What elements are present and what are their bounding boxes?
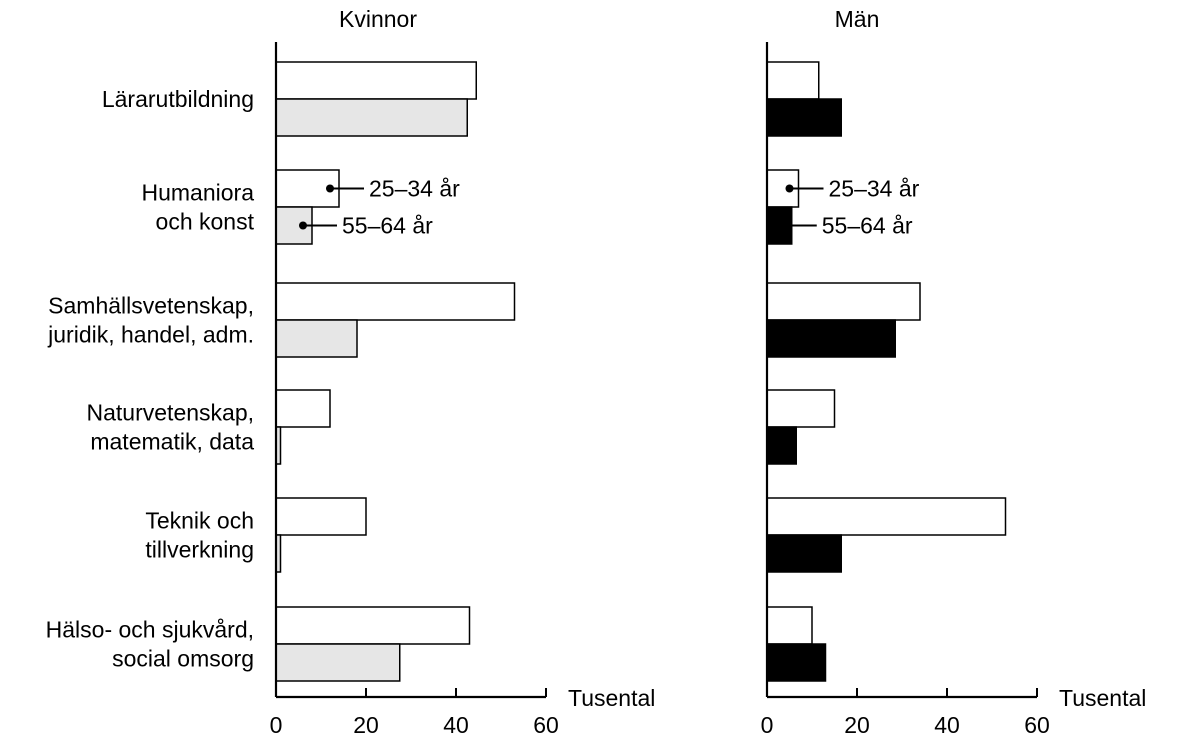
panel-2-bar-s2-c6 [766, 643, 827, 682]
panel-2-annotation-label-s1: 25–34 år [829, 176, 920, 202]
panel-2-bar-s2-c3 [766, 319, 896, 358]
panel-2-bar-s1-c6 [766, 606, 813, 645]
category-label-5-line-2: tillverkning [145, 537, 254, 563]
panel-1-x-unit-label: Tusental [568, 685, 655, 711]
category-label-6-line-1: Hälso- och sjukvård, [46, 617, 254, 643]
category-label-5-line-1: Teknik och [145, 508, 254, 534]
category-label-4-line-1: Naturvetenskap, [87, 400, 254, 426]
panel-2-bar-s2-c5 [766, 534, 842, 573]
panel-2-x-tick-label-2: 40 [934, 712, 960, 737]
panel-2-bar-s1-c4 [766, 389, 836, 428]
category-label-2-line-2: och konst [156, 209, 255, 235]
panel-1-bar-s1-c1 [275, 61, 477, 100]
panel-2-annotation-label-s2: 55–64 år [822, 213, 913, 239]
panel-1-x-tick-label-1: 20 [353, 712, 379, 737]
panel-1-bar-s1-c4 [275, 389, 331, 428]
panel-2-bar-s1-c3 [766, 282, 921, 321]
panel-1-bar-s1-c3 [275, 282, 516, 321]
panel-1-x-tick-label-3: 60 [533, 712, 559, 737]
panel-1-title: Kvinnor [339, 6, 417, 32]
panel-1-annotation-label-s2: 55–64 år [342, 213, 433, 239]
category-label-4-line-2: matematik, data [90, 429, 254, 455]
category-label-3-line-2: juridik, handel, adm. [47, 322, 254, 348]
panel-2-x-tick-label-0: 0 [761, 712, 774, 737]
category-label-6-line-2: social omsorg [112, 646, 254, 672]
panel-1-bar-s1-c6 [275, 606, 471, 645]
panel-1-bar-s2-c1 [275, 98, 468, 137]
panel-1-bar-s2-c3 [275, 319, 358, 358]
panel-1-x-tick-label-2: 40 [443, 712, 469, 737]
panel-1-bar-s2-c6 [275, 643, 401, 682]
panel-1-annotation-label-s1: 25–34 år [369, 176, 460, 202]
panel-2-x-tick-label-3: 60 [1024, 712, 1050, 737]
panel-2-x-tick-label-1: 20 [844, 712, 870, 737]
panel-2-x-unit-label: Tusental [1059, 685, 1146, 711]
panel-2-bar-s1-c5 [766, 497, 1007, 536]
panel-2-bar-s2-c1 [766, 98, 842, 137]
panel-2-bar-s1-c1 [766, 61, 820, 100]
panel-1-x-tick-label-0: 0 [270, 712, 283, 737]
panel-2-title: Män [835, 6, 880, 32]
category-label-3-line-1: Samhällsvetenskap, [48, 293, 254, 319]
panel-1-bar-s1-c5 [275, 497, 367, 536]
panel-2-bar-s2-c4 [766, 426, 797, 465]
category-label-1-line-1: Lärarutbildning [102, 86, 254, 112]
category-label-2-line-1: Humaniora [142, 180, 255, 206]
